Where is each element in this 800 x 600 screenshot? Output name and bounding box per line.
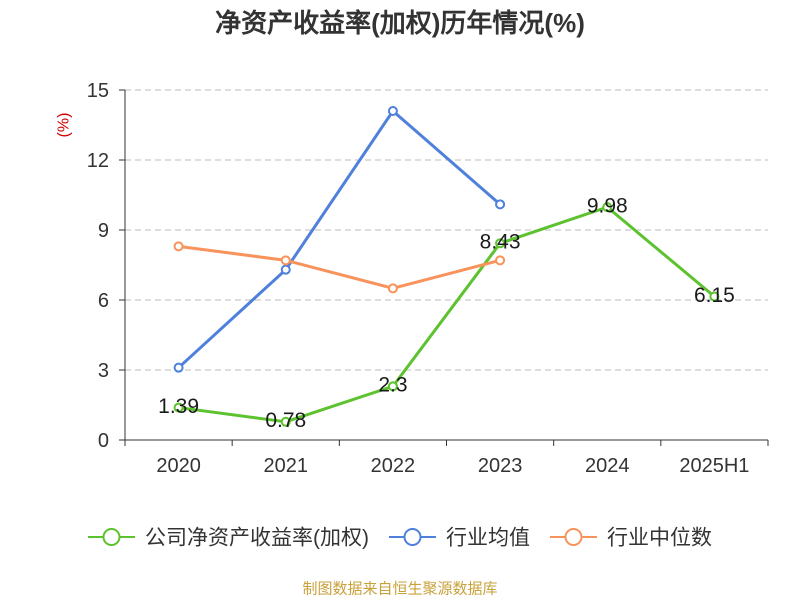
chart-title: 净资产收益率(加权)历年情况(%): [215, 8, 585, 38]
legend-label: 行业中位数: [607, 526, 712, 549]
legend: 公司净资产收益率(加权) 行业均值 行业中位数: [88, 526, 712, 549]
data-point-industry-median: [280, 255, 291, 266]
x-tick-label: 2025H1: [679, 455, 749, 477]
y-tick-label: 9: [98, 220, 109, 242]
data-label-company-roe: 8.43: [480, 231, 521, 254]
y-tick-label: 15: [87, 80, 109, 102]
series-line-company-roe: [177, 205, 716, 424]
data-labels: 1.39 0.78 2.3 8.43 9.98 6.15: [158, 194, 735, 432]
data-label-company-roe: 0.78: [265, 409, 306, 432]
gridlines: [125, 89, 768, 371]
data-label-company-roe: 6.15: [694, 284, 735, 307]
x-tick-label: 2021: [264, 455, 309, 477]
axes: 0 3 6 9 12 15 2020 2021 2022 2023 2024 2025H1: [87, 80, 769, 477]
legend-circle-icon: [564, 528, 583, 546]
data-point-industry-average: [387, 106, 398, 116]
data-label-company-roe: 9.98: [587, 194, 628, 217]
legend-label: 行业均值: [446, 526, 530, 549]
data-point-company-roe: [602, 202, 613, 213]
legend-item-company-roe[interactable]: 公司净资产收益率(加权): [88, 526, 369, 549]
series-line-industry-average: [177, 109, 502, 370]
data-point-industry-median: [387, 283, 398, 294]
legend-circle-icon: [403, 528, 422, 546]
y-tick-label: 0: [98, 430, 109, 452]
data-point-industry-average: [495, 199, 506, 210]
data-point-company-roe: [495, 238, 506, 249]
x-tick-label: 2023: [478, 455, 523, 477]
legend-label: 公司净资产收益率(加权): [145, 526, 369, 549]
y-tick-label: 12: [87, 150, 109, 172]
legend-item-industry-average[interactable]: 行业均值: [389, 526, 530, 549]
data-point-company-roe: [387, 381, 398, 392]
y-tick-label: 6: [98, 290, 109, 312]
data-label-company-roe: 2.3: [378, 374, 407, 397]
data-point-industry-median: [173, 241, 184, 252]
data-point-company-roe: [709, 291, 720, 302]
x-tick-label: 2024: [585, 455, 630, 477]
data-point-industry-average: [173, 362, 184, 373]
data-point-company-roe: [173, 402, 184, 413]
x-tick-label: 2022: [371, 455, 416, 477]
data-point-industry-median: [495, 255, 506, 266]
y-tick-label: 3: [98, 360, 109, 382]
plot-area: [173, 106, 720, 427]
legend-circle-icon: [102, 528, 121, 546]
data-point-industry-average: [280, 264, 291, 275]
legend-item-industry-median[interactable]: 行业中位数: [550, 526, 712, 549]
series-line-industry-median: [177, 244, 502, 290]
y-axis-label: (%): [56, 113, 73, 138]
data-label-company-roe: 1.39: [158, 395, 199, 418]
source-footer: 制图数据来自恒生聚源数据库: [302, 580, 497, 597]
x-tick-label: 2020: [156, 455, 201, 477]
data-point-company-roe: [280, 416, 291, 427]
